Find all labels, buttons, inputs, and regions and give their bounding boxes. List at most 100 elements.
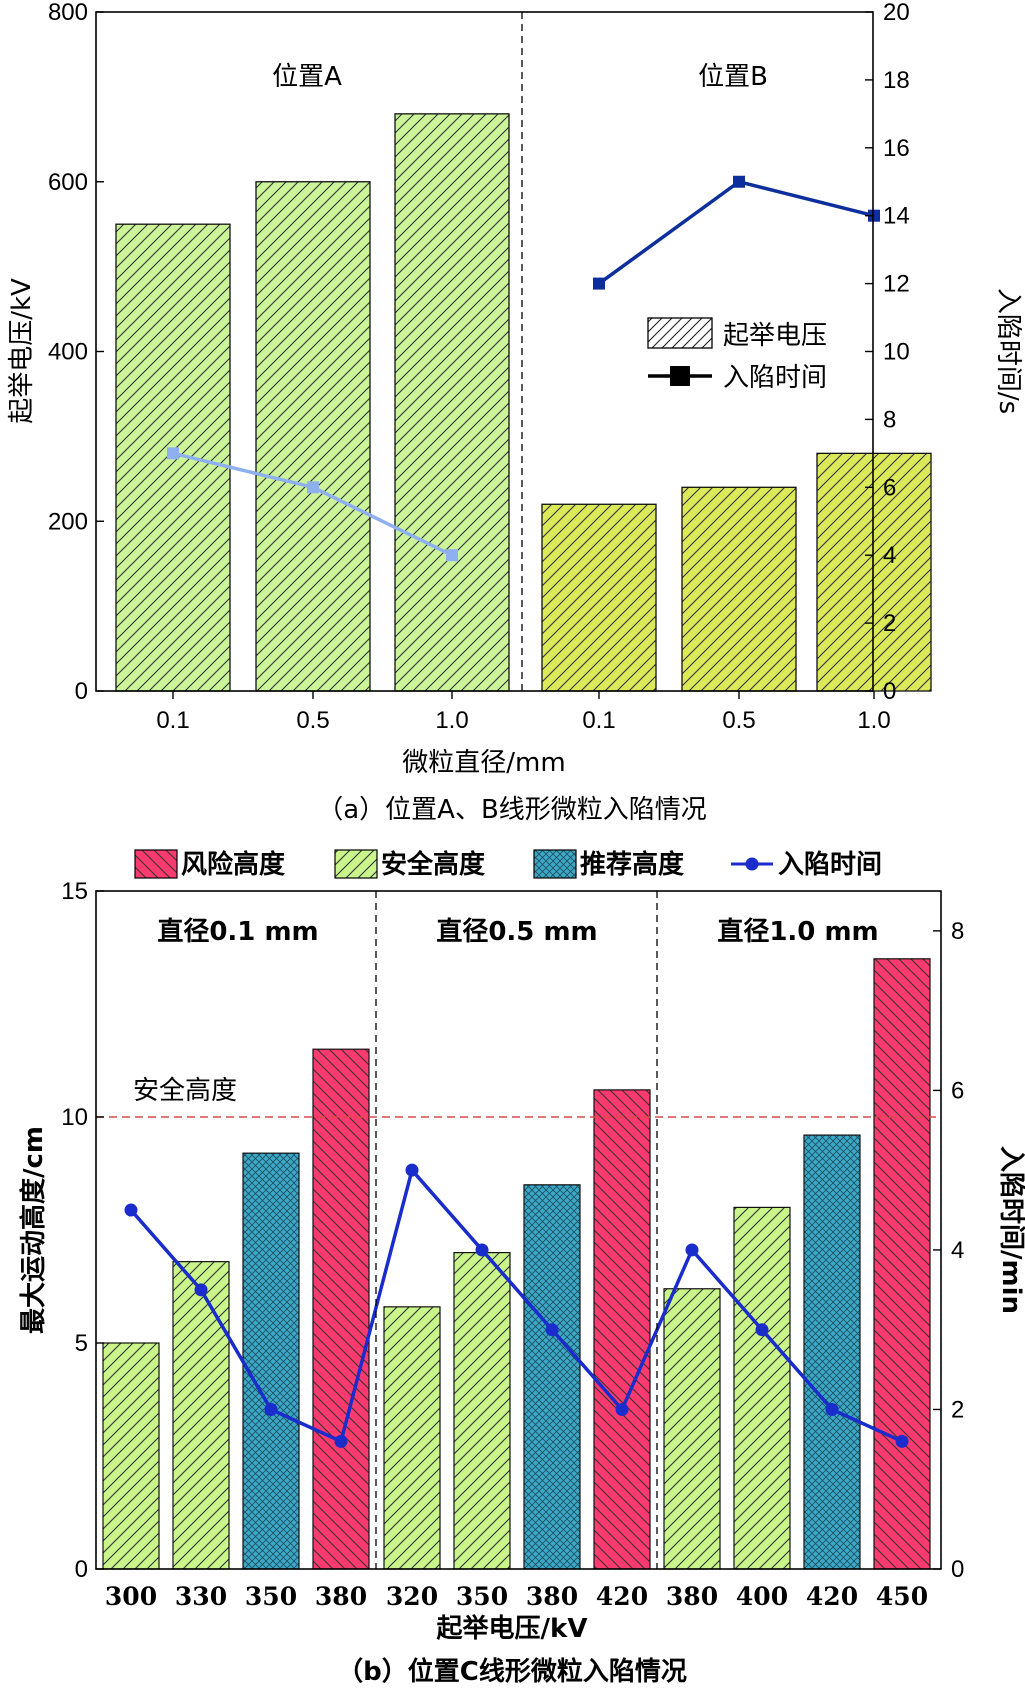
chart-a-trap-point-5 bbox=[733, 175, 745, 188]
chart-a-bar-4 bbox=[541, 503, 657, 692]
chart-b-bar-1 bbox=[102, 1342, 160, 1570]
chart-b-trap-point-3 bbox=[264, 1402, 278, 1416]
chart-a-y2tick-label: 12 bbox=[883, 271, 910, 298]
legend-label-trap-time-b: 入陷时间 bbox=[778, 850, 882, 880]
chart-a-trap-point-6 bbox=[868, 209, 880, 222]
chart-b-bar-2 bbox=[172, 1261, 230, 1570]
chart-b-y2tick-label: 8 bbox=[951, 918, 964, 945]
chart-a-y2-axis-title: 入陷时间/s bbox=[993, 288, 1023, 414]
chart-b-y2tick-label: 2 bbox=[951, 1396, 964, 1423]
chart-a-x-axis: 0.1 0.5 1.0 0.1 0.5 1.0 bbox=[156, 691, 891, 734]
chart-b-frame bbox=[95, 890, 942, 1570]
chart-a-y2tick-label: 18 bbox=[883, 67, 910, 94]
legend-swatch-safe bbox=[334, 849, 378, 879]
chart-b-xtick-label: 350 bbox=[456, 1582, 508, 1611]
chart-b-xtick-label: 380 bbox=[526, 1582, 578, 1611]
chart-b-xtick-label: 420 bbox=[806, 1582, 858, 1611]
chart-a-xtick-label: 1.0 bbox=[435, 707, 468, 734]
chart-a-xtick-label: 0.5 bbox=[296, 707, 329, 734]
chart-a-ytick-label: 600 bbox=[48, 169, 88, 196]
chart-a-trap-point-2 bbox=[307, 481, 319, 494]
chart-b-bar-4 bbox=[312, 1048, 370, 1570]
chart-a-xtick-label: 0.1 bbox=[582, 707, 615, 734]
chart-a-bar-5 bbox=[681, 486, 797, 692]
legend-swatch-trap-marker bbox=[745, 857, 759, 871]
legend-swatch-marker bbox=[670, 366, 690, 386]
chart-b-xtick-label: 380 bbox=[315, 1582, 367, 1611]
chart-b-safe-height-annotation: 安全高度 bbox=[133, 1076, 237, 1106]
chart-b-bars bbox=[102, 958, 931, 1570]
chart-b-trap-point-12 bbox=[895, 1434, 909, 1448]
legend-label-safe: 安全高度 bbox=[381, 849, 485, 880]
chart-a-ytick-label: 400 bbox=[48, 339, 88, 366]
chart-b-group-label-1: 直径0.1 mm bbox=[157, 917, 318, 947]
chart-a-y2tick-label: 2 bbox=[883, 610, 896, 637]
chart-b-bar-7 bbox=[523, 1184, 581, 1570]
chart-b-trap-point-11 bbox=[825, 1402, 839, 1416]
chart-a-group-label-b: 位置B bbox=[698, 62, 768, 92]
chart-b-bar-3 bbox=[242, 1152, 300, 1570]
chart-a-y2tick-label: 20 bbox=[883, 0, 910, 26]
legend-swatch-bar bbox=[647, 317, 713, 349]
chart-b-xtick-label: 330 bbox=[175, 1582, 227, 1611]
chart-a-y2tick-label: 14 bbox=[883, 203, 910, 230]
chart-a-bars bbox=[115, 113, 932, 692]
chart-a-caption: （a）位置A、B线形微粒入陷情况 bbox=[317, 795, 707, 825]
legend-label-lift-voltage: 起举电压 bbox=[723, 321, 827, 351]
chart-a-xtick-label: 0.5 bbox=[722, 707, 755, 734]
chart-b-y2-axis-title: 入陷时间/min bbox=[996, 1146, 1025, 1314]
legend-swatch-recommended bbox=[533, 849, 577, 879]
legend-label-trap-time: 入陷时间 bbox=[723, 363, 827, 393]
chart-a-group-label-a: 位置A bbox=[272, 62, 342, 92]
chart-b-trap-point-8 bbox=[615, 1402, 629, 1416]
chart-b-y2tick-label: 0 bbox=[951, 1556, 964, 1583]
chart-a-x-axis-title: 微粒直径/mm bbox=[402, 748, 565, 778]
legend-label-risk: 风险高度 bbox=[181, 849, 285, 880]
chart-a: 0 200 400 600 800 0 2 4 6 8 10 12 14 16 18 20 0.1 0.5 1.… bbox=[7, 0, 1023, 825]
chart-b-xtick-label: 420 bbox=[596, 1582, 648, 1611]
chart-b-trap-point-9 bbox=[685, 1243, 699, 1257]
chart-a-ytick-label: 200 bbox=[48, 508, 88, 535]
chart-b-bar-8 bbox=[593, 1089, 651, 1570]
chart-a-y2tick-label: 4 bbox=[883, 542, 896, 569]
chart-a-lines bbox=[167, 175, 880, 562]
chart-b-lines bbox=[124, 1163, 909, 1448]
chart-a-bar-6 bbox=[816, 452, 932, 692]
chart-b-trap-point-6 bbox=[475, 1243, 489, 1257]
chart-b-bar-9 bbox=[663, 1288, 721, 1570]
chart-b-ytick-label: 0 bbox=[75, 1556, 88, 1583]
chart-b-xtick-label: 380 bbox=[666, 1582, 718, 1611]
chart-a-legend: 起举电压 入陷时间 bbox=[647, 317, 827, 393]
chart-a-trap-point-4 bbox=[593, 277, 605, 290]
chart-b-y2tick-label: 6 bbox=[951, 1077, 964, 1104]
chart-a-trap-point-1 bbox=[167, 447, 179, 460]
chart-b-caption: （b）位置C线形微粒入陷情况 bbox=[337, 1656, 687, 1687]
chart-a-y2tick-label: 6 bbox=[883, 474, 896, 501]
chart-b-xtick-label: 320 bbox=[386, 1582, 438, 1611]
chart-b-xtick-label: 450 bbox=[876, 1582, 928, 1611]
chart-b-ytick-label: 5 bbox=[75, 1330, 88, 1357]
chart-b-xtick-label: 400 bbox=[736, 1582, 788, 1611]
chart-a-bar-2 bbox=[255, 181, 371, 692]
chart-b-group-label-3: 直径1.0 mm bbox=[717, 917, 878, 947]
chart-b-x-axis-title: 起举电压/kV bbox=[437, 1613, 588, 1644]
legend-swatch-risk bbox=[134, 849, 178, 879]
chart-a-xtick-label: 1.0 bbox=[857, 707, 890, 734]
chart-b-group-label-2: 直径0.5 mm bbox=[436, 917, 597, 947]
chart-b-y-axis-title: 最大运动高度/cm bbox=[18, 1126, 49, 1334]
chart-b-bar-12 bbox=[873, 958, 931, 1570]
chart-b-bar-5 bbox=[383, 1306, 441, 1570]
chart-b-left-axis: 0 5 10 15 bbox=[61, 878, 104, 1583]
chart-a-y2tick-label: 0 bbox=[883, 678, 896, 705]
chart-b-trap-point-10 bbox=[755, 1323, 769, 1337]
chart-b-legend: 风险高度 安全高度 推荐高度 入陷时间 bbox=[134, 849, 882, 880]
chart-b-ytick-label: 15 bbox=[61, 878, 88, 905]
chart-a-ytick-label: 0 bbox=[75, 678, 88, 705]
chart-b-xtick-label: 350 bbox=[245, 1582, 297, 1611]
chart-b-bar-10 bbox=[733, 1206, 791, 1570]
chart-a-bar-3 bbox=[394, 113, 510, 692]
chart-b-bar-11 bbox=[803, 1134, 861, 1570]
chart-a-trap-point-3 bbox=[446, 549, 458, 562]
chart-b-x-axis: 300 330 350 380 320 350 380 420 380 400 420 450 bbox=[105, 1582, 928, 1611]
